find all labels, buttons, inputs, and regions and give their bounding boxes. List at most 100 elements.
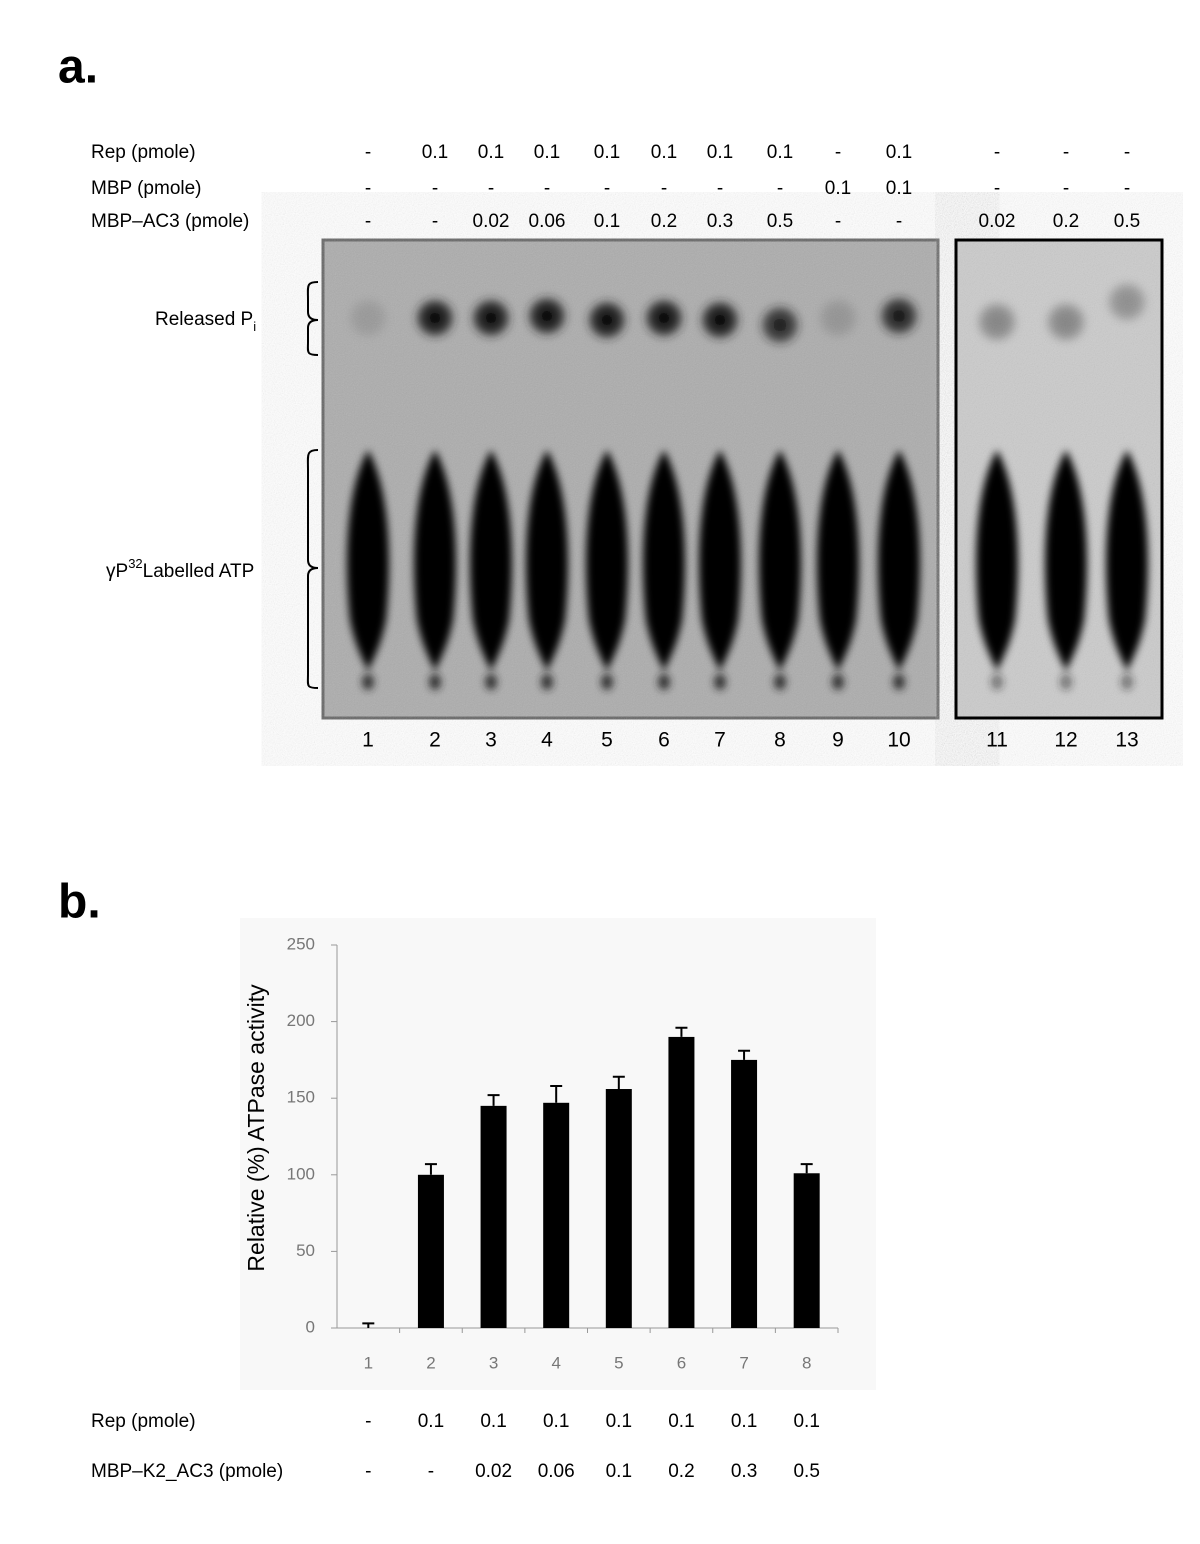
condition-value: - [1124, 178, 1130, 199]
lane-number: 4 [541, 729, 553, 752]
error-bar [738, 1049, 751, 1060]
gel-bands [346, 280, 1149, 690]
condition-value: - [365, 142, 371, 163]
pi-spot [413, 296, 457, 340]
atp-tail [991, 674, 1003, 690]
atp-tail [1121, 674, 1133, 690]
x-tick-label: 1 [364, 1353, 373, 1372]
atp-tail [429, 674, 441, 690]
condition-value: 0.1 [606, 1461, 632, 1482]
condition-value: - [717, 178, 723, 199]
pi-spot [346, 296, 390, 340]
x-tick-label: 3 [489, 1353, 498, 1372]
lane-number: 5 [601, 729, 613, 752]
error-bar [800, 1163, 813, 1174]
condition-value: 0.02 [979, 211, 1016, 232]
condition-value: - [835, 211, 841, 232]
atp-band [976, 450, 1018, 672]
label-text: Released P [155, 309, 253, 330]
condition-value: 0.1 [422, 142, 448, 163]
condition-value: - [896, 211, 902, 232]
x-tick-label: 4 [551, 1353, 560, 1372]
condition-value: 0.1 [594, 142, 620, 163]
atp-band [878, 450, 920, 672]
pi-spot [975, 300, 1019, 344]
lane-number: 11 [986, 729, 1008, 752]
condition-value: - [488, 178, 494, 199]
condition-value: 0.1 [767, 142, 793, 163]
panel-label: b. [58, 876, 101, 929]
pi-spot [698, 298, 742, 342]
pi-spot [1044, 300, 1088, 344]
condition-value: - [835, 142, 841, 163]
condition-value: - [1124, 142, 1130, 163]
condition-value: - [365, 1461, 371, 1482]
condition-value: 0.02 [473, 211, 510, 232]
atp-tail [601, 674, 613, 690]
label-sub: i [253, 319, 256, 334]
pi-spot [877, 294, 921, 338]
condition-value: 0.5 [1114, 211, 1140, 232]
condition-value: 0.1 [886, 178, 912, 199]
condition-value: 0.1 [793, 1411, 819, 1432]
lane-number: 9 [832, 729, 844, 752]
condition-value: - [604, 178, 610, 199]
condition-label: MBP–AC3 (pmole) [91, 211, 249, 232]
atp-band [586, 450, 628, 672]
condition-value: 0.5 [793, 1461, 819, 1482]
error-bar [612, 1075, 625, 1090]
condition-value: 0.1 [651, 142, 677, 163]
lane-number: 7 [714, 729, 726, 752]
condition-value: 0.1 [825, 178, 851, 199]
atp-band [817, 450, 859, 672]
condition-value: 0.2 [668, 1461, 694, 1482]
condition-value: 0.1 [418, 1411, 444, 1432]
atp-band [1045, 450, 1087, 672]
x-tick-label: 2 [426, 1353, 435, 1372]
condition-value: - [432, 211, 438, 232]
condition-value: 0.1 [707, 142, 733, 163]
condition-value: 0.1 [478, 142, 504, 163]
lane-number: 3 [485, 729, 497, 752]
atp-tail [774, 674, 786, 690]
gel-right-frame [954, 238, 1164, 720]
lane-number: 13 [1115, 729, 1138, 752]
condition-value: 0.06 [538, 1461, 575, 1482]
bar [543, 1102, 570, 1328]
atp-band [699, 450, 741, 672]
condition-label: MBP–K2_AC3 (pmole) [91, 1461, 283, 1482]
atp-tail [832, 674, 844, 690]
bracket [306, 281, 319, 356]
condition-value: 0.1 [480, 1411, 506, 1432]
atp-band [1106, 450, 1148, 672]
bracket-label: γP32Labelled ATP [106, 556, 254, 582]
pi-spot [525, 294, 569, 338]
atp-tail [485, 674, 497, 690]
atp-tail [1060, 674, 1072, 690]
pi-spot [585, 298, 629, 342]
bar [793, 1173, 820, 1328]
label-sup: 32 [128, 556, 142, 571]
label-text: Labelled ATP [143, 561, 255, 582]
atp-tail [362, 674, 374, 690]
pi-spot [758, 303, 802, 347]
condition-label: Rep (pmole) [91, 142, 196, 163]
pi-spot [469, 296, 513, 340]
y-tick-label: 0 [306, 1317, 315, 1336]
bar [417, 1174, 444, 1328]
condition-value: 0.5 [767, 211, 793, 232]
bar [480, 1105, 507, 1328]
label-text: γP [106, 561, 128, 582]
condition-value: 0.1 [543, 1411, 569, 1432]
y-tick-label: 150 [287, 1088, 315, 1107]
condition-value: - [428, 1461, 434, 1482]
condition-value: - [994, 178, 1000, 199]
condition-value: 0.1 [594, 211, 620, 232]
condition-value: 0.06 [529, 211, 566, 232]
y-tick-label: 200 [287, 1011, 315, 1030]
y-tick-label: 250 [287, 934, 315, 953]
condition-value: 0.1 [731, 1411, 757, 1432]
atp-tail [714, 674, 726, 690]
condition-value: - [777, 178, 783, 199]
